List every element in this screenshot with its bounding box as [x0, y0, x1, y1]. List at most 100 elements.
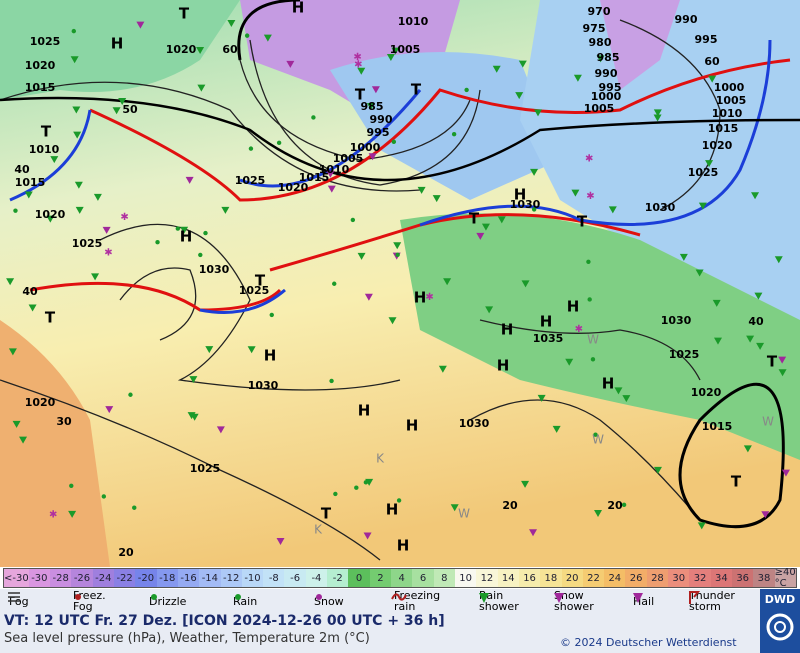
scale-cell: -16	[177, 569, 200, 587]
map-label: K	[376, 452, 385, 466]
map-label: 995	[599, 81, 622, 94]
legend-icon	[151, 594, 157, 600]
rain-shower	[443, 278, 452, 286]
scale-cell: -8	[263, 569, 285, 587]
icon	[479, 593, 489, 603]
snow-shower	[327, 185, 336, 193]
map-label: 1030	[661, 314, 692, 327]
map-label: 980	[589, 36, 612, 49]
map-label: H	[292, 0, 305, 17]
scale-cell: -20	[135, 569, 157, 587]
map-label: 970	[588, 5, 611, 18]
map-label: 60	[704, 55, 720, 68]
snow-shower	[216, 426, 225, 434]
rain-shower	[778, 369, 787, 377]
rain-shower	[189, 376, 198, 384]
cold-area	[520, 0, 800, 330]
map-label: 1020	[166, 43, 197, 56]
map-label: H	[567, 298, 580, 316]
snow-shower	[368, 153, 377, 161]
legend-item: Thunder storm	[686, 589, 749, 613]
scale-cell: 14	[497, 569, 519, 587]
map-label: 1025	[72, 237, 103, 250]
map-label: 20	[607, 499, 623, 512]
legend-label: Snow shower	[554, 589, 594, 613]
map-label: 1010	[398, 15, 429, 28]
scale-cell: 34	[710, 569, 733, 587]
rain	[332, 281, 337, 286]
rain	[395, 252, 400, 258]
map-label: H	[358, 402, 371, 420]
fronts	[0, 39, 800, 314]
map-label: T	[255, 272, 266, 290]
scale-cell: 36	[732, 569, 754, 587]
rain	[333, 491, 338, 497]
map-label: W	[587, 333, 599, 347]
rain-shower	[751, 192, 760, 200]
icon	[235, 594, 241, 600]
rain	[329, 378, 334, 384]
temperature-scale: <-30 -30 -28 -26 -24 -22 -20 -18 -16 -14 -12 -10 -8-…	[3, 567, 797, 589]
rain-shower	[227, 20, 236, 28]
map-label: T	[411, 81, 422, 99]
legend-item: Hail	[630, 589, 673, 613]
rain-shower	[357, 252, 366, 260]
weather-legend: Fog Freez. Fog Drizzle Rain Snow Freezing rai…	[0, 589, 800, 613]
footer: VT: 12 UTC Fr. 27 Dez. [ICON 2024-12-26 …	[0, 612, 760, 653]
map-label: H	[264, 347, 277, 365]
map-label: K	[314, 523, 323, 537]
scale-cell: -4	[305, 569, 328, 587]
scale-cell: 26	[625, 569, 647, 587]
map-label: H	[406, 417, 419, 435]
rain-shower	[596, 55, 605, 63]
rain-shower	[417, 186, 426, 194]
cold-area	[330, 52, 560, 200]
map-label: H	[397, 537, 410, 555]
rain-shower	[12, 420, 21, 428]
legend-label: Drizzle	[149, 594, 187, 608]
scale-cell: 18	[540, 569, 562, 587]
map-label: 20	[118, 546, 134, 559]
legend-item: Freez. Fog	[70, 589, 123, 613]
rain-shower	[393, 242, 402, 250]
map-label: H	[414, 289, 427, 307]
icon	[316, 594, 322, 600]
legend-label: Snow	[314, 594, 344, 608]
map-label: 1010	[712, 107, 743, 120]
map-label: 1020	[25, 396, 56, 409]
map-label: 990	[370, 113, 393, 126]
rain-shower	[247, 346, 256, 354]
scale-cell: 22	[582, 569, 605, 587]
legend-icon	[8, 592, 20, 602]
scale-cell: 24	[604, 569, 626, 587]
rain-shower	[774, 256, 783, 264]
scale-cell: 12	[476, 569, 498, 587]
rain-shower	[73, 131, 82, 139]
rain	[13, 208, 18, 213]
legend-icon	[633, 593, 643, 603]
map-label: 1005	[584, 102, 615, 115]
snow-shower	[761, 511, 770, 519]
rain-shower	[521, 280, 530, 288]
map-label: T	[45, 309, 56, 327]
rain-shower	[205, 346, 214, 354]
rain-shower	[438, 365, 447, 373]
rain	[198, 252, 203, 258]
rain-shower	[357, 67, 366, 75]
snow: ✱	[586, 191, 594, 202]
rain	[203, 230, 208, 236]
legend-icon	[689, 591, 701, 604]
snow-shower	[781, 469, 790, 477]
map-label: 60	[222, 43, 238, 56]
map-label: H	[180, 228, 193, 246]
rain-shower	[653, 109, 662, 117]
map-label: 995	[695, 33, 718, 46]
snow: ✱	[354, 59, 362, 70]
scale-cell: -24	[92, 569, 114, 587]
legend-icon	[316, 594, 322, 600]
logo: DWD	[760, 589, 800, 653]
snow: ✱	[49, 510, 57, 521]
rain	[101, 494, 107, 499]
map-label: 1010	[29, 143, 60, 156]
